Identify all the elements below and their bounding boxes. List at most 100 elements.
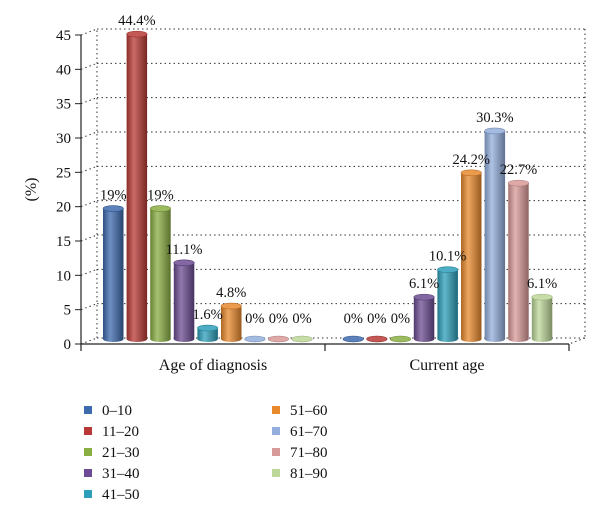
legend-swatch [84,490,92,498]
bar-top [149,205,171,212]
y-tick-label: 40 [56,62,71,78]
legend-swatch [272,448,280,456]
category-labels: Age of diagnosis Current age [159,357,485,374]
bar [507,179,530,342]
gridline-depth [80,200,98,208]
bar-top [507,179,530,187]
bar-top [220,302,242,310]
legend-label: 31–40 [102,466,140,482]
legend-label: 71–80 [290,445,328,461]
legend-label: 41–50 [102,487,140,503]
gridline-depth [80,28,98,36]
bar-top [342,335,364,343]
category-label: Current age [409,357,484,374]
bar-body [531,297,553,342]
data-label: 0% [292,311,311,327]
legend-swatch [272,406,280,414]
bar-top [531,293,553,301]
legend-label: 81–90 [290,466,328,482]
data-label: 22.7% [500,162,537,178]
gridline-depth [80,303,98,311]
y-tick-label: 15 [56,234,71,250]
data-label: 44.4% [118,13,155,29]
bar-body [508,183,529,342]
bar-top [291,335,313,343]
data-label: 0% [269,311,288,327]
bar [173,259,195,342]
data-label: 19% [100,188,127,204]
bar-top [126,30,148,38]
bar [484,127,506,342]
data-label: 0% [367,311,386,327]
y-tick-label: 20 [56,200,71,216]
y-axis-title: (%) [23,178,40,202]
bar [342,335,364,343]
bar-top [460,169,482,177]
gridline-depth [80,131,98,139]
legend-item: 71–80 [272,445,328,461]
bar-body [197,328,218,342]
bar-body [221,306,242,342]
legend-swatch [272,469,280,477]
bar [366,335,388,343]
y-tick-label: 30 [56,131,71,147]
legend-item: 21–30 [84,445,140,461]
bar [267,335,290,343]
legend-item: 31–40 [84,466,140,482]
bar-top [197,324,219,332]
data-label: 1.6% [193,307,223,323]
data-label: 24.2% [453,152,490,168]
bar-body [413,297,435,342]
legend-swatch [84,406,92,414]
bar-top [366,335,388,343]
gridline-depth [80,165,98,173]
legend-item: 11–20 [84,424,139,440]
bar [413,293,435,342]
bar [531,293,553,342]
legend-label: 61–70 [290,424,328,440]
gridline-depth [80,268,98,276]
y-tick-label: 5 [64,303,72,319]
bar [102,205,124,342]
y-tick-label: 25 [56,165,71,181]
bar-top [413,293,435,301]
bar-top [244,335,266,343]
bar-body [103,208,124,342]
bar [220,302,242,342]
bar [389,335,412,343]
data-label: 19% [147,188,174,204]
y-tick-label: 0 [64,337,72,353]
legend-item: 61–70 [272,424,328,440]
legend-label: 21–30 [102,445,140,461]
bar [197,324,219,342]
y-tick-label: 45 [56,28,71,44]
bar [437,266,459,342]
legend-item: 0–10 [84,403,132,419]
bar [149,205,171,342]
legend-label: 11–20 [102,424,139,440]
floor-edge [568,337,586,345]
bar-top [389,335,412,343]
legend-item: 51–60 [272,403,328,419]
data-label: 4.8% [216,285,246,301]
bars [102,30,553,343]
bar-body [150,208,171,342]
bar-top [484,127,506,135]
gridline-depth [80,97,98,105]
bar-body [437,269,458,342]
y-tick-label: 10 [56,268,71,284]
bar-body [126,34,148,343]
legend-item: 41–50 [84,487,140,503]
bar [244,335,266,343]
bar [460,169,482,342]
legend: 0–10 11–20 21–30 31–40 41–50 51–60 61–70 71–80 8… [84,403,328,503]
bar-top [267,335,290,343]
bar-top [437,266,459,273]
legend-label: 0–10 [102,403,132,419]
bar-body [461,172,482,342]
data-label: 6.1% [527,276,557,292]
legend-item: 81–90 [272,466,328,482]
legend-swatch [84,469,92,477]
legend-label: 51–60 [290,403,328,419]
